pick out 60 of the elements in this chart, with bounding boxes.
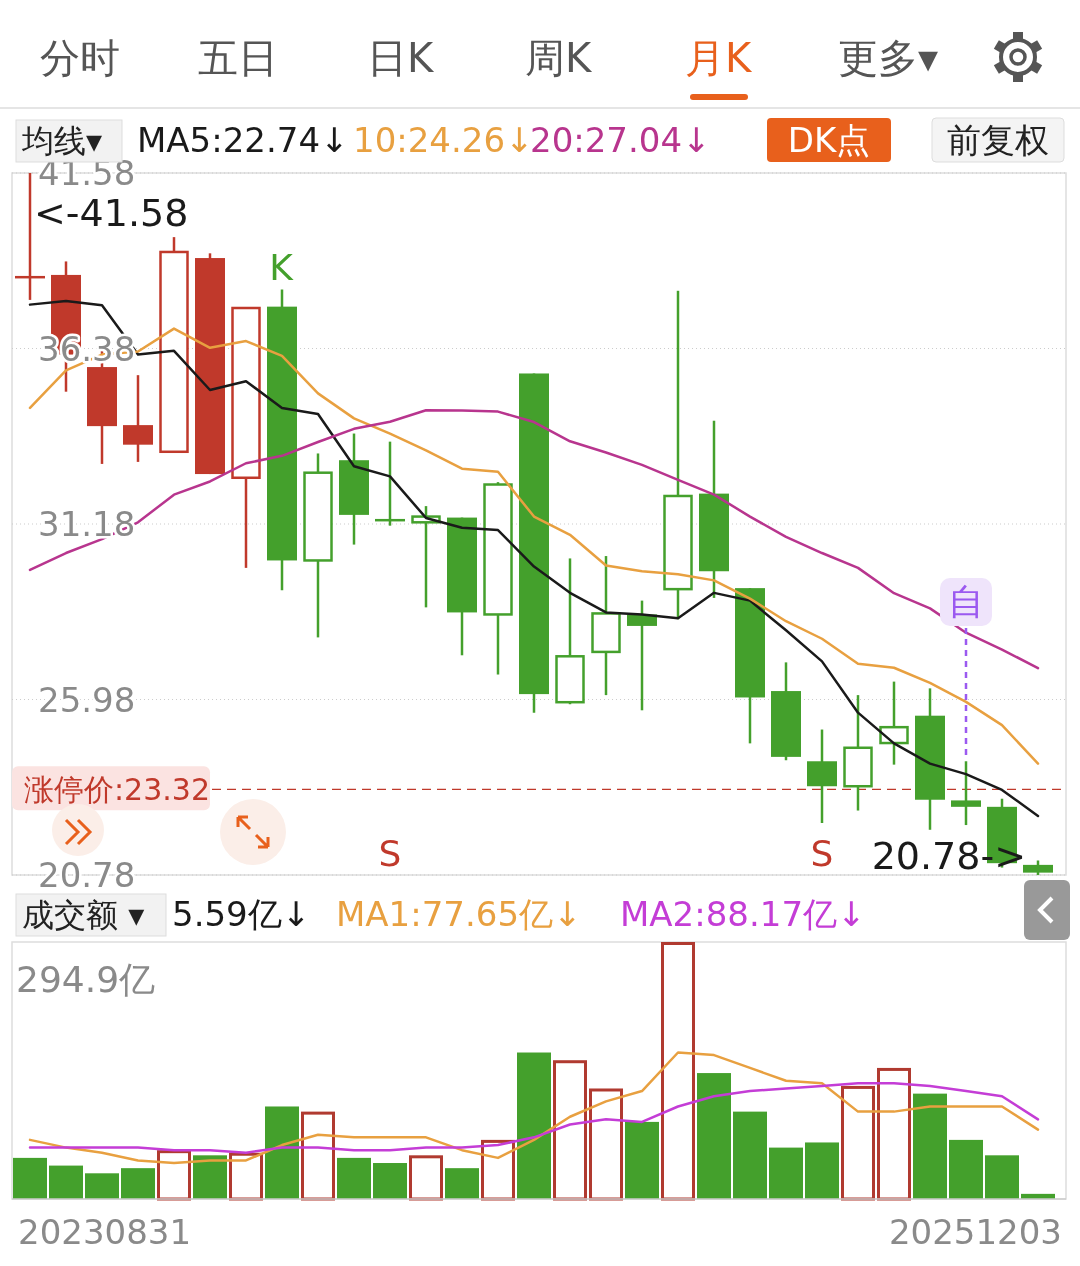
annotation: 294.9亿 bbox=[16, 959, 156, 1000]
text: 20:27.04↓ bbox=[530, 120, 711, 160]
text: 20230831 bbox=[18, 1212, 192, 1252]
text: MA2:88.17亿↓ bbox=[620, 894, 866, 934]
text: 日K bbox=[366, 35, 435, 81]
bar bbox=[985, 1155, 1019, 1199]
annotation: S bbox=[378, 833, 402, 874]
bar bbox=[157, 1150, 191, 1201]
bar bbox=[697, 1073, 731, 1199]
text: 20251203 bbox=[888, 1212, 1062, 1252]
bar bbox=[121, 1168, 155, 1199]
bar bbox=[301, 1111, 335, 1201]
bar bbox=[589, 1088, 623, 1201]
text: DK点 bbox=[787, 120, 871, 160]
annotation: S bbox=[810, 833, 834, 874]
bar bbox=[265, 1106, 299, 1199]
annotation: <-41.58 bbox=[34, 191, 189, 235]
bar bbox=[625, 1121, 659, 1199]
bar bbox=[409, 1155, 443, 1201]
bar bbox=[193, 1155, 227, 1199]
text: MA5:22.74↓ bbox=[137, 120, 349, 160]
text: 月K bbox=[684, 35, 753, 81]
candlestick bbox=[303, 452, 333, 639]
bar bbox=[229, 1152, 263, 1201]
text: MA1:77.65亿↓ bbox=[336, 894, 582, 934]
bar bbox=[49, 1165, 83, 1199]
candlestick bbox=[951, 760, 981, 827]
candlestick bbox=[591, 554, 621, 697]
bar bbox=[553, 1060, 587, 1201]
bar bbox=[949, 1139, 983, 1199]
text: 更多▾ bbox=[837, 35, 939, 81]
text: 前复权 bbox=[947, 120, 1049, 160]
bar bbox=[733, 1111, 767, 1199]
bar bbox=[85, 1173, 119, 1199]
bar bbox=[13, 1157, 47, 1199]
ref-line-label: 涨停价:23.32 bbox=[24, 772, 210, 808]
candlestick bbox=[879, 680, 909, 766]
bar bbox=[913, 1093, 947, 1199]
annotation: 自 bbox=[948, 581, 984, 622]
line-series bbox=[28, 409, 1040, 670]
text: 周K bbox=[524, 35, 593, 81]
bar bbox=[769, 1147, 803, 1199]
bar bbox=[661, 942, 695, 1201]
candlestick bbox=[843, 693, 873, 812]
text: 5.59亿↓ bbox=[172, 894, 311, 934]
text: 分时 bbox=[40, 35, 120, 81]
bar bbox=[373, 1163, 407, 1199]
annotation: K bbox=[269, 247, 295, 288]
bar bbox=[337, 1157, 371, 1199]
bar bbox=[517, 1052, 551, 1199]
legend-title: 成交额 ▾ bbox=[22, 896, 145, 934]
text: 五日 bbox=[198, 35, 278, 81]
bar bbox=[841, 1085, 875, 1201]
line-series bbox=[28, 327, 1040, 765]
y-tick-label: 31.18 bbox=[38, 504, 136, 544]
y-tick-label: 20.78 bbox=[38, 855, 136, 895]
y-tick-label: 25.98 bbox=[38, 679, 136, 720]
bar bbox=[445, 1168, 479, 1199]
bar bbox=[877, 1067, 911, 1201]
bar bbox=[805, 1142, 839, 1199]
